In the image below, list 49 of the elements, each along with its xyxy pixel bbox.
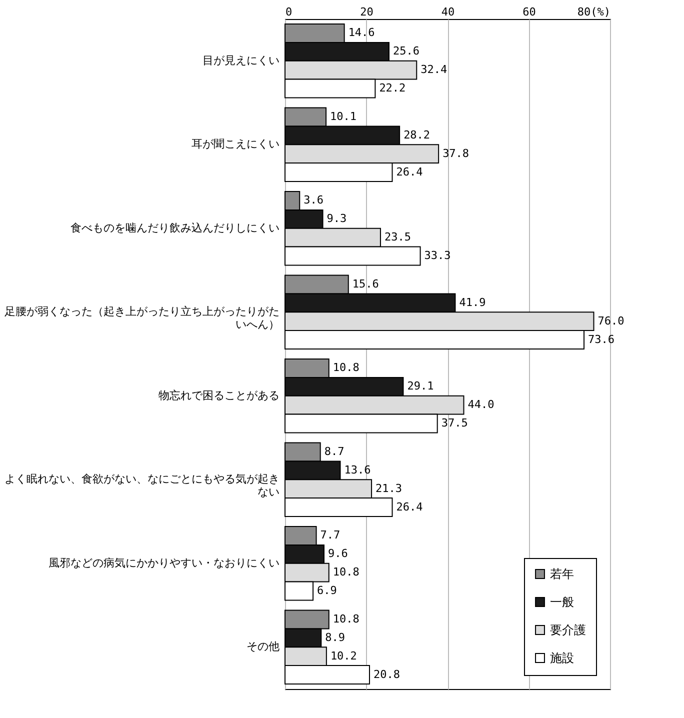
data-label: 10.8 — [332, 361, 360, 374]
data-label: 10.2 — [330, 649, 357, 662]
data-label: 41.9 — [459, 296, 486, 309]
data-label: 26.4 — [396, 165, 424, 178]
data-label: 44.0 — [468, 398, 494, 412]
data-label: 3.6 — [304, 194, 324, 207]
data-label: 32.4 — [420, 63, 448, 76]
data-label: 10.8 — [332, 612, 360, 626]
x-tick-label: 60 — [522, 6, 536, 18]
data-label: 76.0 — [598, 314, 624, 328]
data-label: 28.2 — [404, 128, 430, 142]
legend-label: 一般 — [550, 595, 574, 609]
x-tick-label: 20 — [360, 6, 374, 18]
data-label: 6.9 — [317, 584, 337, 598]
data-label: 9.6 — [328, 547, 348, 560]
data-label: 73.6 — [588, 332, 614, 346]
data-label: 10.1 — [330, 110, 357, 123]
data-label: 9.3 — [326, 212, 347, 226]
y-tick-label: その他 — [246, 640, 280, 654]
data-label: 29.1 — [407, 380, 434, 393]
data-label: 15.6 — [352, 277, 379, 290]
data-label: 23.5 — [384, 230, 411, 244]
data-label: 8.9 — [325, 630, 346, 644]
x-tick-label: 80(%) — [577, 6, 610, 18]
data-label: 21.3 — [376, 482, 402, 495]
data-label: 33.3 — [424, 249, 451, 262]
data-label: 26.4 — [396, 500, 424, 514]
y-tick-label: 物忘れで困ることがある — [158, 388, 280, 402]
data-label: 8.7 — [324, 444, 344, 458]
legend-label: 若年 — [550, 567, 574, 581]
legend-label: 施設 — [550, 651, 574, 665]
y-tick-label: 風邪などの病気にかかりやすい・なおりにくい — [48, 556, 280, 570]
data-label: 37.8 — [442, 146, 470, 160]
data-label: 22.2 — [379, 82, 406, 95]
y-tick-label: 耳が聞こえにくい — [192, 138, 280, 151]
x-tick-label: 40 — [441, 6, 455, 18]
data-label: 14.6 — [348, 26, 375, 40]
legend-label: 要介護 — [550, 623, 586, 637]
y-tick-label: 目が見えにくい — [202, 54, 280, 67]
data-label: 7.7 — [320, 528, 340, 542]
data-label: 37.5 — [441, 416, 468, 430]
y-tick-label: 足腰が弱くなった（起き上がったり立ち上がったりがたいへん） — [4, 305, 280, 332]
y-tick-label: 食べものを噛んだり飲み込んだりしにくい — [70, 221, 280, 234]
data-label: 10.8 — [332, 566, 360, 579]
data-label: 25.6 — [393, 44, 420, 58]
data-label: 13.6 — [344, 463, 371, 476]
y-tick-label: よく眠れない、食欲がない、なにごとにもやる気が起きない — [4, 472, 280, 499]
data-label: 20.8 — [374, 668, 400, 681]
x-tick-label: 0 — [286, 6, 292, 18]
